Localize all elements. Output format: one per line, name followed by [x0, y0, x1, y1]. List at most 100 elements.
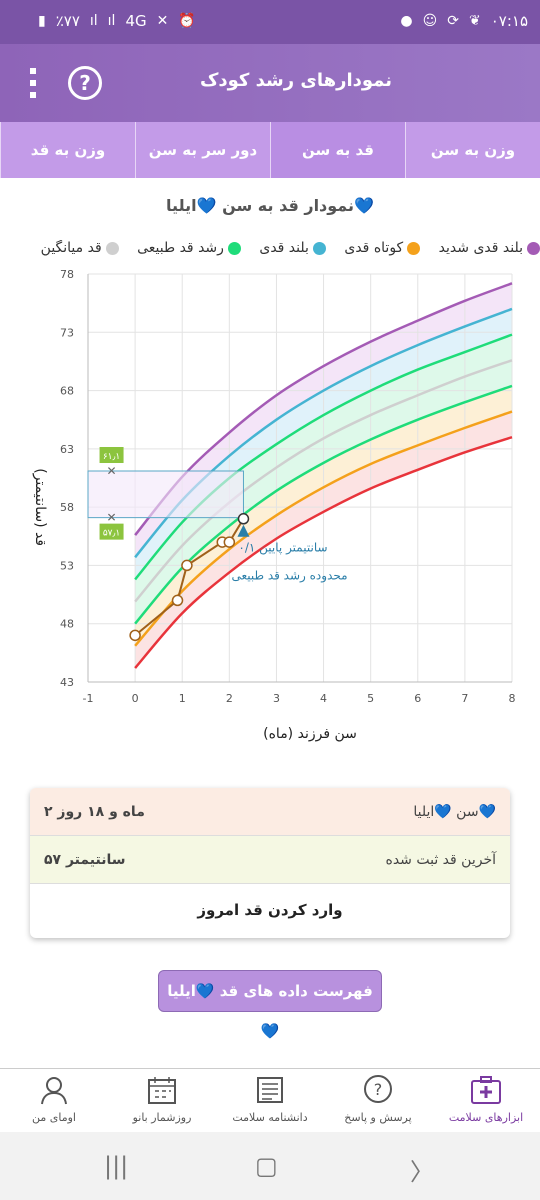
age-row: سن 💙ایلیا💙 ۲ ماه و ۱۸ روز	[30, 788, 510, 836]
value-tag-label: ۵۷٫۱	[103, 529, 120, 539]
battery-icon: ▮	[38, 13, 46, 29]
tab-weight-for-height[interactable]: وزن به قد	[0, 122, 135, 178]
value-tag-label: ۶۱٫۱	[103, 452, 120, 462]
nav-calendar[interactable]: روزشمار بانو	[108, 1069, 216, 1132]
battery-level: ٪۷۷	[55, 12, 80, 30]
legend-item[interactable]: کوتاه قدی	[344, 240, 421, 256]
tab-head-circumference[interactable]: دور سر به سن	[135, 122, 270, 178]
percentile-band	[135, 308, 512, 580]
x-tick-label: 4	[320, 692, 327, 705]
series-line	[134, 384, 513, 625]
nav-label: پرسش و پاسخ	[344, 1111, 412, 1124]
chart-legend: بلند قدی شدید کوتاه قدی بلند قدی رشد قد …	[0, 240, 540, 264]
more-vert-icon[interactable]	[30, 68, 36, 98]
page-title: نمودارهای رشد کودک	[199, 70, 392, 91]
y-tick-label: 48	[60, 618, 74, 631]
nav-label: اومای من	[32, 1111, 76, 1124]
legend-label: بلند قدی	[259, 240, 309, 256]
child-measurements: ۰/۱ سانتیمتر پایین محدوده رشد قد طبیعی	[129, 513, 348, 642]
y-tick-label: 73	[60, 326, 74, 339]
legend-label: رشد قد طبیعی	[137, 240, 224, 256]
back-icon[interactable]: 〉	[410, 1158, 434, 1186]
network-type: 4G	[125, 12, 147, 30]
legend-label: کوتاه قدی	[344, 240, 404, 256]
clock: ۰۷:۱۵	[490, 12, 528, 30]
newspaper-icon	[257, 1077, 283, 1103]
x-tick-label: 3	[273, 692, 280, 705]
chart-grid	[87, 273, 513, 683]
age-label: سن 💙ایلیا💙	[413, 804, 496, 820]
nav-questions[interactable]: ? پرسش و پاسخ	[324, 1069, 432, 1132]
x-tick-label: 7	[461, 692, 468, 705]
status-bar-left: ▮ ٪۷۷ ıl ıl 4G ✕ ⏰	[38, 12, 196, 30]
legend-item[interactable]: رشد قد طبیعی	[137, 240, 241, 256]
nav-health-tools[interactable]: ابزارهای سلامت	[432, 1069, 540, 1132]
y-tick-label: 68	[60, 385, 74, 398]
series-line	[134, 359, 513, 603]
first-aid-kit-icon	[471, 1076, 501, 1104]
mute-icon: ✕	[156, 13, 169, 29]
tab-height-for-age[interactable]: قد به سن	[270, 122, 405, 178]
y-tick-label: 78	[60, 268, 74, 281]
x-tick-label: 5	[367, 692, 374, 705]
home-icon[interactable]: ▢	[255, 1152, 278, 1180]
y-axis-label: قد (سانتیمتر)	[32, 468, 48, 546]
legend-dot	[407, 241, 421, 255]
nav-label: دانشنامه سلامت	[232, 1111, 308, 1124]
system-navigation-bar: ||| ▢ 〉	[0, 1132, 540, 1200]
nav-label: ابزارهای سلامت	[448, 1111, 524, 1124]
legend-item[interactable]: بلند قدی شدید	[439, 240, 540, 256]
series-line	[134, 282, 513, 536]
measurement-point	[171, 594, 184, 607]
value-tag	[99, 523, 124, 540]
alarm-icon: ⏰	[178, 13, 196, 29]
question-icon[interactable]: ?	[68, 66, 102, 100]
series-line	[134, 410, 513, 647]
highlight-box: ✕ ۶۱٫۱ ✕ ۵۷٫۱	[87, 447, 244, 540]
signal-icon: ıl	[89, 13, 98, 29]
percentile-band	[135, 334, 512, 602]
y-tick-label: 63	[60, 443, 74, 456]
highlight-rect	[87, 470, 244, 519]
calendar-icon	[148, 1077, 176, 1104]
y-tick-label: 58	[60, 501, 74, 514]
chart-title: نمودار قد به سن 💙ایلیا💙	[166, 196, 374, 215]
percentile-band	[135, 283, 512, 558]
last-height-label: آخرین قد ثبت شده	[385, 852, 497, 868]
signal-icon: ıl	[107, 13, 116, 29]
legend-item[interactable]: قد میانگین	[41, 240, 119, 256]
legend-label: قد میانگین	[40, 240, 102, 256]
status-bar: ▮ ٪۷۷ ıl ıl 4G ✕ ⏰ ● ☺ ⟳ ❦ ۰۷:۱۵	[0, 0, 540, 44]
cross-marker: ✕	[107, 464, 117, 478]
tab-weight-for-age[interactable]: وزن به سن	[405, 122, 540, 178]
legend-dot	[527, 241, 540, 255]
pointer-triangle	[237, 524, 250, 537]
legend-dot	[312, 241, 326, 255]
sync-icon: ⟳	[447, 13, 459, 29]
nav-my-profile[interactable]: اومای من	[0, 1069, 108, 1132]
series-line	[134, 436, 513, 669]
x-axis-label: سن فرزند (ماه)	[263, 726, 357, 742]
x-tick-label: -1	[83, 692, 94, 705]
x-tick-label: 8	[509, 692, 516, 705]
x-tick-label: 1	[179, 692, 186, 705]
last-height-value: ۵۷ سانتیمتر	[44, 852, 126, 868]
percentile-band	[135, 411, 512, 669]
measurement-point	[181, 559, 193, 572]
height-data-list-button[interactable]: فهرست داده های قد 💙ایلیا💙	[158, 970, 382, 1040]
app-header: ? نمودارهای رشد کودک	[0, 44, 540, 122]
value-tag	[99, 447, 124, 464]
snapchat-icon: ☺	[422, 13, 438, 29]
nav-label: روزشمار بانو	[132, 1111, 192, 1124]
measurement-point	[223, 536, 236, 548]
enter-today-height-button[interactable]: وارد کردن قد امروز	[197, 901, 343, 919]
recent-apps-icon[interactable]: |||	[104, 1152, 129, 1180]
nav-encyclopedia[interactable]: دانشنامه سلامت	[216, 1069, 324, 1132]
cross-marker: ✕	[107, 511, 117, 525]
tab-bar: وزن به سن قد به سن دور سر به سن وزن به ق…	[0, 122, 540, 178]
annotation-note: ۰/۱ سانتیمتر پایین	[238, 540, 327, 555]
legend-item[interactable]: بلند قدی	[259, 240, 326, 256]
svg-text:?: ?	[374, 1080, 383, 1099]
dot-icon: ●	[400, 13, 413, 29]
